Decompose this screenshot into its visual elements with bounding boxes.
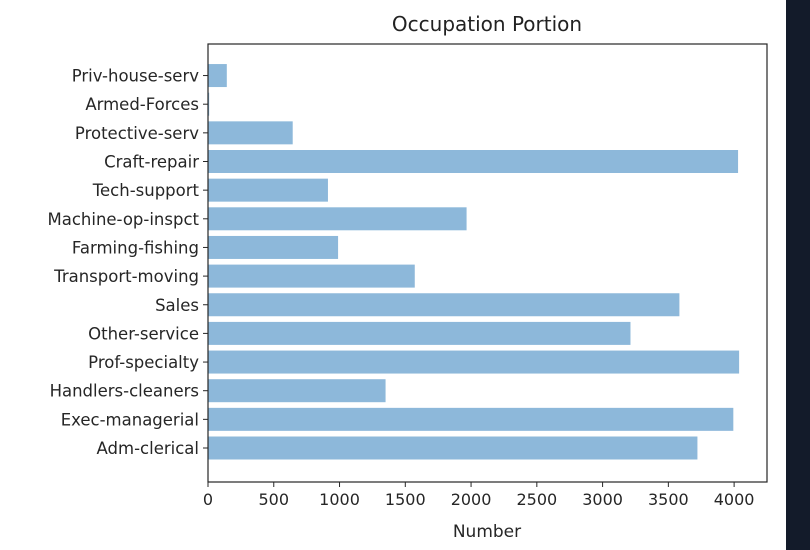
category-label-sales: Sales: [155, 296, 199, 315]
category-label-machine-op-inspct: Machine-op-inspct: [47, 210, 199, 229]
bar-exec-managerial: [208, 407, 734, 431]
category-label-exec-managerial: Exec-managerial: [61, 410, 199, 429]
category-labels: Adm-clerical Exec-managerial Handlers-clea…: [47, 67, 208, 458]
bar-handlers-cleaners: [208, 379, 386, 403]
x-tick-label: 3000: [582, 490, 623, 509]
category-label-priv-house-serv: Priv-house-serv: [72, 67, 200, 86]
category-label-other-service: Other-service: [88, 324, 199, 343]
category-label-handlers-cleaners: Handlers-cleaners: [50, 382, 199, 401]
bar-transport-moving: [208, 264, 415, 288]
bar-priv-house-serv: [208, 64, 227, 88]
category-label-farming-fishing: Farming-fishing: [72, 238, 199, 257]
bar-sales: [208, 293, 680, 317]
x-axis-label: Number: [453, 522, 521, 542]
x-tick-label: 1500: [385, 490, 426, 509]
bar-prof-specialty: [208, 350, 740, 374]
bar-machine-op-inspct: [208, 207, 467, 231]
x-tick-label: 3500: [648, 490, 689, 509]
bars-group: [208, 64, 740, 460]
bar-tech-support: [208, 178, 328, 202]
x-tick-label: 1000: [319, 490, 360, 509]
plot-frame: [207, 43, 768, 483]
x-tick-label: 2000: [451, 490, 492, 509]
bar-protective-serv: [208, 121, 293, 145]
x-tick-label: 4000: [714, 490, 755, 509]
category-label-craft-repair: Craft-repair: [104, 153, 199, 172]
x-tick-label: 0: [203, 490, 213, 509]
bar-farming-fishing: [208, 235, 339, 259]
x-tick-label: 500: [258, 490, 289, 509]
category-label-prof-specialty: Prof-specialty: [88, 353, 199, 372]
category-label-tech-support: Tech-support: [92, 181, 200, 200]
category-label-protective-serv: Protective-serv: [75, 124, 199, 143]
x-tick-label: 2500: [516, 490, 557, 509]
window-edge-strip: [786, 0, 810, 550]
category-label-adm-clerical: Adm-clerical: [97, 439, 199, 458]
category-label-transport-moving: Transport-moving: [53, 267, 199, 286]
category-label-armed-forces: Armed-Forces: [85, 95, 199, 114]
bar-other-service: [208, 321, 631, 345]
bar-adm-clerical: [208, 436, 698, 460]
x-axis-ticks: 0 500 1000 1500 2000 2500 3000 3500 4000: [203, 482, 755, 509]
bar-craft-repair: [208, 150, 739, 173]
chart-title: Occupation Portion: [392, 12, 582, 36]
